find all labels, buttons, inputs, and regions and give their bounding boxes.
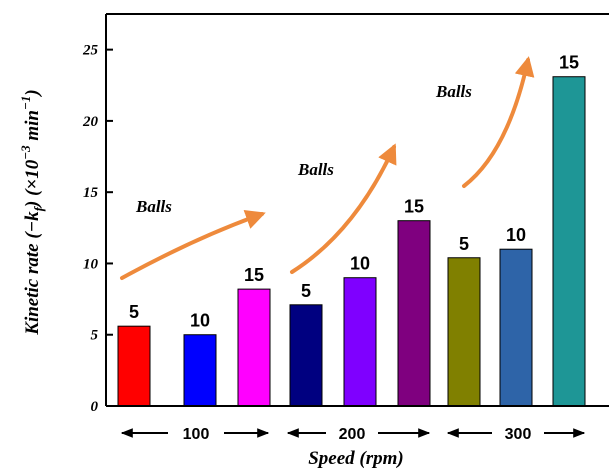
y-tick-label: 0 [91,399,99,415]
bar-200-5 [289,304,323,407]
bar-300-15 [552,76,586,407]
bar-100-5 [117,325,151,407]
y-axis-title-exp1: −3 [18,145,33,160]
annotation-balls-3: Balls [435,82,472,101]
group-label-300: 300 [505,426,532,443]
bar-label-300-10: 10 [506,225,526,245]
bar-label-200-10: 10 [350,254,370,274]
bar-label-200-5: 5 [301,281,311,301]
group-label-200: 200 [339,426,366,443]
y-tick-label: 20 [82,114,99,130]
bar-label-300-15: 15 [559,53,579,73]
bar-label-300-5: 5 [459,234,469,254]
group-label-100: 100 [183,426,210,443]
bar-label-100-5: 5 [129,302,139,322]
bar-200-15 [397,220,431,407]
y-axis-title-main: Kinetic rate (−k [22,211,43,336]
y-axis-title-unit-prefix: ) (×10 [22,159,43,209]
bar-300-10 [499,248,533,407]
y-tick-label: 15 [83,185,99,201]
trend-arrow-1 [120,209,266,280]
y-ticks-layer: 0 5 10 15 20 25 [82,43,113,415]
group-100: 100 [120,426,270,443]
annotation-balls-1: Balls [135,197,172,216]
y-axis-title-sub: f [31,205,46,211]
annotation-balls-2: Balls [297,160,334,179]
y-tick-label: 5 [91,328,99,344]
bar-100-15 [237,288,271,407]
bar-300-5 [447,257,481,407]
bar-label-100-15: 15 [244,265,264,285]
y-axis-title-unit-suffix: ) [22,89,43,97]
y-tick-label: 10 [83,256,99,272]
trend-arrow-2 [290,143,397,274]
group-200: 200 [286,426,431,443]
trend-arrow-3 [462,56,535,188]
y-tick-label: 25 [82,43,99,59]
bar-label-200-15: 15 [404,197,424,217]
group-300: 300 [446,426,586,443]
y-axis-title-exp2: −1 [18,96,33,110]
y-axis-title: Kinetic rate (−kf) (×10−3 min−1) [18,89,46,335]
bar-200-10 [343,277,377,407]
y-axis-title-unit-mid: min [22,110,43,145]
bar-label-100-10: 10 [190,311,210,331]
x-axis-title: Speed (rpm) [308,448,404,469]
bars-layer [117,76,586,407]
bar-100-10 [183,334,217,407]
bar-labels-layer: 5 10 15 5 10 15 5 10 15 [129,53,579,331]
